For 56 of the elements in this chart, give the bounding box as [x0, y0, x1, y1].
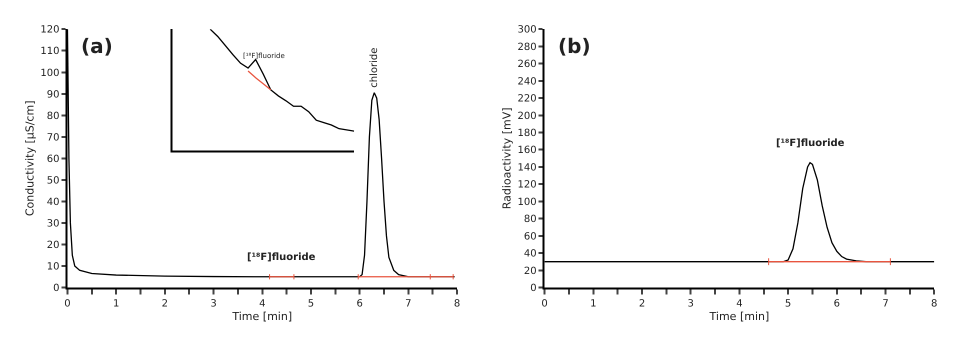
- y-axis-title: Radioactivity [mV]: [500, 107, 514, 210]
- x-axis-title: Time [min]: [231, 310, 292, 324]
- y-tick-label: 160: [518, 145, 537, 156]
- y-tick-label: 40: [524, 248, 537, 260]
- y-tick-label: 220: [518, 94, 537, 105]
- x-tick-label: 7: [405, 298, 412, 310]
- x-tick-label: 3: [688, 298, 694, 310]
- y-tick-label: 200: [518, 110, 537, 122]
- y-tick-label: 70: [46, 132, 60, 144]
- y-tick-label: 120: [518, 180, 537, 191]
- x-tick-label: 4: [259, 298, 266, 310]
- y-tick-label: 240: [518, 76, 537, 88]
- x-tick-label: 8: [454, 298, 460, 310]
- x-tick-label: 0: [64, 298, 71, 310]
- y-tick-label: 60: [46, 154, 60, 165]
- x-axis-title: Time [min]: [708, 310, 770, 324]
- annotation: (a): [81, 34, 113, 58]
- y-tick-label: 30: [46, 218, 60, 230]
- y-tick-label: 80: [524, 214, 537, 226]
- y-tick-label: 140: [518, 162, 537, 174]
- x-tick-label: 3: [210, 298, 217, 310]
- y-tick-label: 100: [40, 68, 60, 79]
- annotation: (b): [558, 34, 591, 58]
- y-tick-label: 50: [46, 175, 60, 186]
- y-tick-label: 20: [46, 240, 60, 251]
- y-tick-label: 0: [53, 283, 60, 294]
- y-tick-label: 90: [46, 89, 60, 100]
- x-tick-label: 5: [308, 298, 314, 310]
- y-tick-label: 80: [46, 110, 60, 122]
- x-tick-label: 1: [112, 298, 120, 310]
- y-tick-label: 120: [40, 24, 60, 36]
- y-tick-label: 180: [518, 128, 537, 140]
- x-tick-label: 1: [590, 298, 596, 310]
- x-tick-label: 2: [638, 298, 646, 310]
- annotation: [¹⁸F]fluoride: [776, 138, 845, 149]
- x-tick-label: 8: [931, 298, 938, 310]
- x-tick-label: 5: [784, 298, 792, 310]
- y-tick-label: 300: [518, 24, 537, 36]
- y-tick-label: 20: [524, 266, 537, 277]
- x-tick-label: 0: [541, 298, 548, 310]
- annotation: chloride: [368, 48, 380, 88]
- x-tick-label: 6: [356, 298, 363, 310]
- y-tick-label: 110: [40, 46, 60, 58]
- x-tick-label: 4: [736, 298, 743, 310]
- y-tick-label: 0: [530, 283, 537, 294]
- y-axis-title: Conductivity [µS/cm]: [24, 100, 37, 216]
- annotation: [¹⁸F]fluoride: [247, 252, 316, 263]
- x-tick-label: 2: [162, 298, 168, 310]
- y-tick-label: 60: [524, 231, 537, 242]
- y-tick-label: 280: [518, 42, 537, 53]
- x-tick-label: 7: [882, 298, 889, 310]
- y-tick-label: 40: [46, 196, 60, 208]
- y-tick-label: 10: [46, 262, 60, 272]
- y-tick-label: 100: [518, 196, 537, 208]
- x-tick-label: 6: [834, 298, 840, 310]
- y-tick-label: 260: [518, 59, 537, 70]
